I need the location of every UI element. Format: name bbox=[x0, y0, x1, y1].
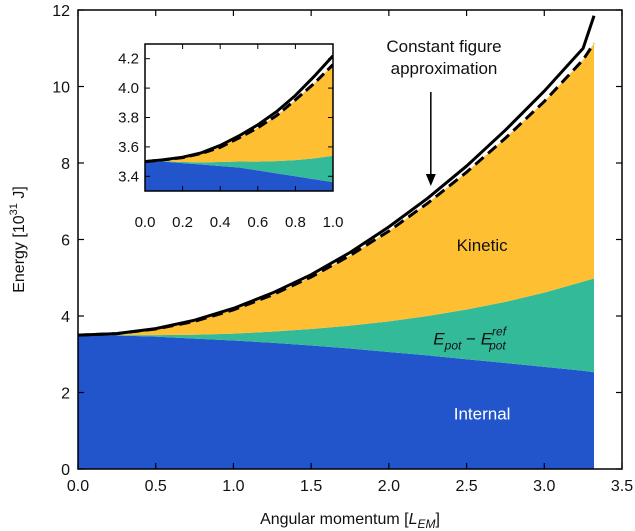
x-axis-label-text: Angular momentum bbox=[260, 511, 400, 528]
area-kinetic bbox=[78, 43, 595, 336]
x-tick-label: 1.0 bbox=[222, 478, 244, 495]
y-tick-label: 0 bbox=[61, 462, 70, 479]
x-tick-label: 0.0 bbox=[67, 478, 89, 495]
label-internal: Internal bbox=[454, 404, 511, 423]
x-axis-label: Angular momentum [LEM] bbox=[260, 511, 440, 531]
y-axis-label-text: Energy bbox=[11, 242, 28, 293]
x-tick-label: 2.5 bbox=[455, 478, 477, 495]
y-tick-label: 2 bbox=[61, 386, 70, 403]
y-tick-label: 8 bbox=[61, 156, 70, 173]
y-tick-label: 12 bbox=[52, 3, 70, 20]
inset-y-tick-label: 4.0 bbox=[118, 80, 139, 97]
inset-x-tick-label: 0.8 bbox=[285, 214, 306, 231]
inset-plot: 0.0 0.2 0.4 0.6 0.8 1.0 3.4 3.6 3.8 4.0 4.2 bbox=[118, 43, 344, 231]
inset-y-tick-label: 4.2 bbox=[118, 51, 139, 68]
inset-x-tick-label: 0.0 bbox=[135, 214, 156, 231]
inset-x-tick-label: 0.4 bbox=[210, 214, 231, 231]
inset-area-epot bbox=[145, 155, 333, 183]
x-tick-label: 1.5 bbox=[300, 478, 322, 495]
annotation-line: approximation bbox=[391, 59, 498, 78]
y-tick-label: 6 bbox=[61, 233, 70, 250]
x-tick-label: 0.5 bbox=[145, 478, 167, 495]
inset-line-constant-figure bbox=[145, 54, 333, 164]
inset-y-tick-label: 3.6 bbox=[118, 139, 139, 156]
inset-y-tick-label: 3.4 bbox=[118, 168, 139, 185]
inset-x-tick-label: 0.6 bbox=[247, 214, 268, 231]
x-tick-label: 2.0 bbox=[378, 478, 400, 495]
annotation-arrow-head bbox=[425, 173, 436, 186]
x-tick-label: 3.5 bbox=[611, 478, 633, 495]
label-kinetic: Kinetic bbox=[457, 236, 509, 255]
label-epot: Epot − Eref pot bbox=[433, 325, 507, 353]
area-epot bbox=[78, 278, 595, 373]
main-plot: 0.0 0.5 1.0 1.5 2.0 2.5 3.0 3.5 0 2 4 6 8 10 12 Angular… bbox=[8, 3, 633, 531]
inset-area-internal bbox=[145, 161, 333, 191]
x-tick-label: 3.0 bbox=[533, 478, 555, 495]
annotation-line: Constant figure bbox=[386, 37, 501, 56]
inset-y-tick-label: 3.8 bbox=[118, 110, 139, 127]
main-areas bbox=[78, 15, 596, 469]
y-axis-label: Energy [1031 J] bbox=[8, 186, 28, 293]
inset-area-kinetic bbox=[145, 64, 333, 163]
line-constant-figure bbox=[78, 15, 596, 337]
inset-x-tick-label: 0.2 bbox=[172, 214, 193, 231]
y-tick-label: 10 bbox=[52, 80, 70, 97]
area-internal bbox=[78, 335, 595, 469]
inset-areas bbox=[145, 54, 333, 191]
y-tick-label: 4 bbox=[61, 309, 70, 326]
inset-x-tick-label: 1.0 bbox=[323, 214, 344, 231]
